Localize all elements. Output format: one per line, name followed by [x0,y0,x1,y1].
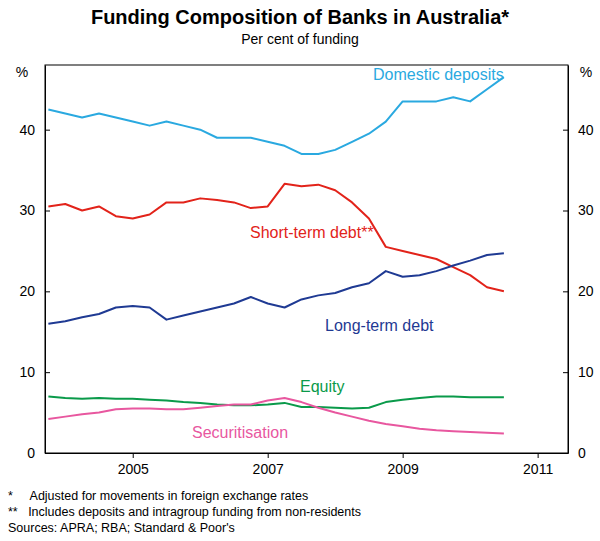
series-line [48,253,504,323]
tick-label: 0 [27,445,35,461]
y-axis-right: 0 10 20 30 40 [563,66,594,461]
tick: 30 [563,202,594,218]
tick-mark [268,453,269,458]
tick-mark [45,372,50,373]
tick-label: 2007 [253,461,284,477]
plot-frame [45,65,568,453]
axis-line [46,453,569,454]
tick: 0 [27,445,50,461]
axis-line [568,66,569,454]
footnote: Sources: APRA; RBA; Standard & Poor's [8,521,235,535]
tick-label: 40 [19,122,35,138]
tick: 0 [563,445,586,461]
tick-mark [563,372,568,373]
tick-mark [403,453,404,458]
series-label: Domestic deposits [373,66,504,83]
series-lines [48,77,504,433]
tick: 20 [19,283,50,299]
plot: 0 10 20 30 40 0 10 20 30 40 2005 2007 2009 2011 [19,65,593,477]
tick: 2009 [388,453,419,477]
y-unit-right: % [580,64,592,80]
chart: Funding Composition of Banks in Australi… [0,0,600,541]
tick-mark [45,130,50,131]
tick: 2007 [253,453,284,477]
tick: 2005 [118,453,149,477]
tick-mark [563,130,568,131]
tick-label: 30 [19,202,35,218]
series-label: Short-term debt** [250,224,374,241]
tick-label: 10 [19,364,35,380]
tick-mark [563,211,568,212]
x-axis: 2005 2007 2009 2011 [46,453,569,477]
series-line [48,77,504,154]
tick-label: 0 [578,445,586,461]
series-line [48,184,504,292]
tick: 2011 [523,453,553,477]
tick-label: 30 [578,202,594,218]
y-axis-left: 0 10 20 30 40 [19,66,50,461]
subtitle: Per cent of funding [241,31,359,47]
tick-mark [133,453,134,458]
tick-mark [45,211,50,212]
footnote: * Adjusted for movements in foreign exch… [8,489,308,503]
tick-label: 2009 [388,461,419,477]
tick-label: 2005 [118,461,149,477]
tick-mark [563,291,568,292]
tick: 40 [563,122,594,138]
axis-line [45,66,46,454]
tick-mark [538,453,539,458]
tick-label: 20 [19,283,35,299]
tick-mark [45,291,50,292]
y-unit-left: % [16,64,28,80]
series-label: Securitisation [192,424,288,441]
footnote: ** Includes deposits and intragroup fund… [8,505,361,519]
tick-label: 20 [578,283,594,299]
series-label: Equity [300,378,344,395]
tick: 10 [563,364,594,380]
tick-label: 10 [578,364,594,380]
title: Funding Composition of Banks in Australi… [91,6,509,28]
tick: 40 [19,122,50,138]
tick-label: 2011 [523,461,553,477]
tick: 10 [19,364,50,380]
tick: 30 [19,202,50,218]
tick-label: 40 [578,122,594,138]
series-label: Long-term debt [325,317,434,334]
tick: 20 [563,283,594,299]
